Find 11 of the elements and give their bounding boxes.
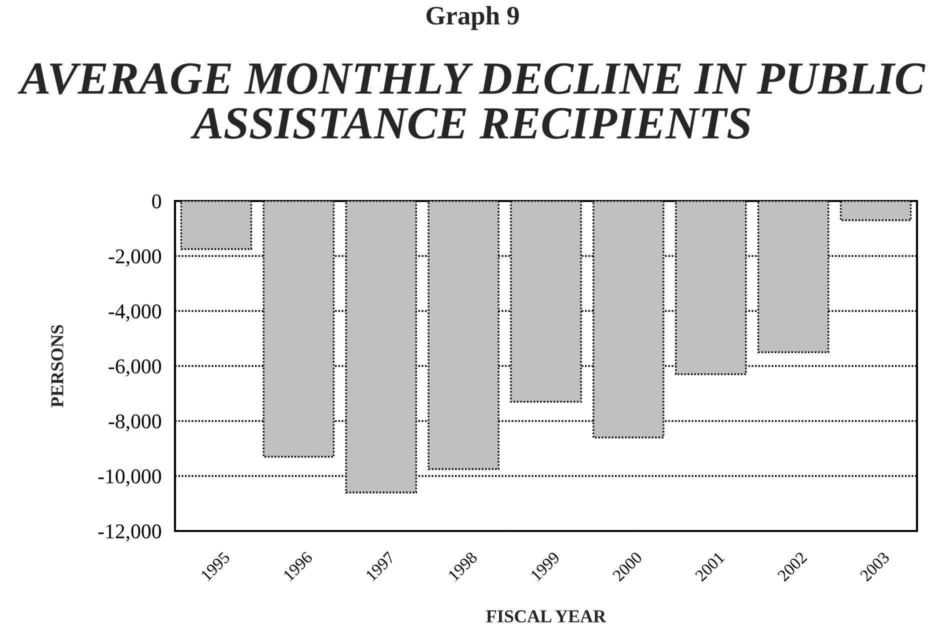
y-tick-label: -8,000 (108, 414, 162, 432)
y-tick-label: -10,000 (98, 469, 162, 486)
chart-subtitle: AVERAGE MONTHLY DECLINE IN PUBLIC ASSISTANCE RECIPIENTS (18, 63, 926, 139)
y-tick-label: -12,000 (98, 524, 162, 542)
chart-title: Graph 9 (426, 6, 519, 30)
y-tick-label: -6,000 (108, 359, 162, 376)
y-tick-label: -4,000 (108, 304, 162, 322)
x-axis-title: FISCAL YEAR (486, 610, 606, 622)
y-tick-label: 0 (152, 194, 162, 208)
y-axis-title: PERSONS (51, 325, 64, 408)
y-tick-label: -2,000 (108, 249, 162, 266)
